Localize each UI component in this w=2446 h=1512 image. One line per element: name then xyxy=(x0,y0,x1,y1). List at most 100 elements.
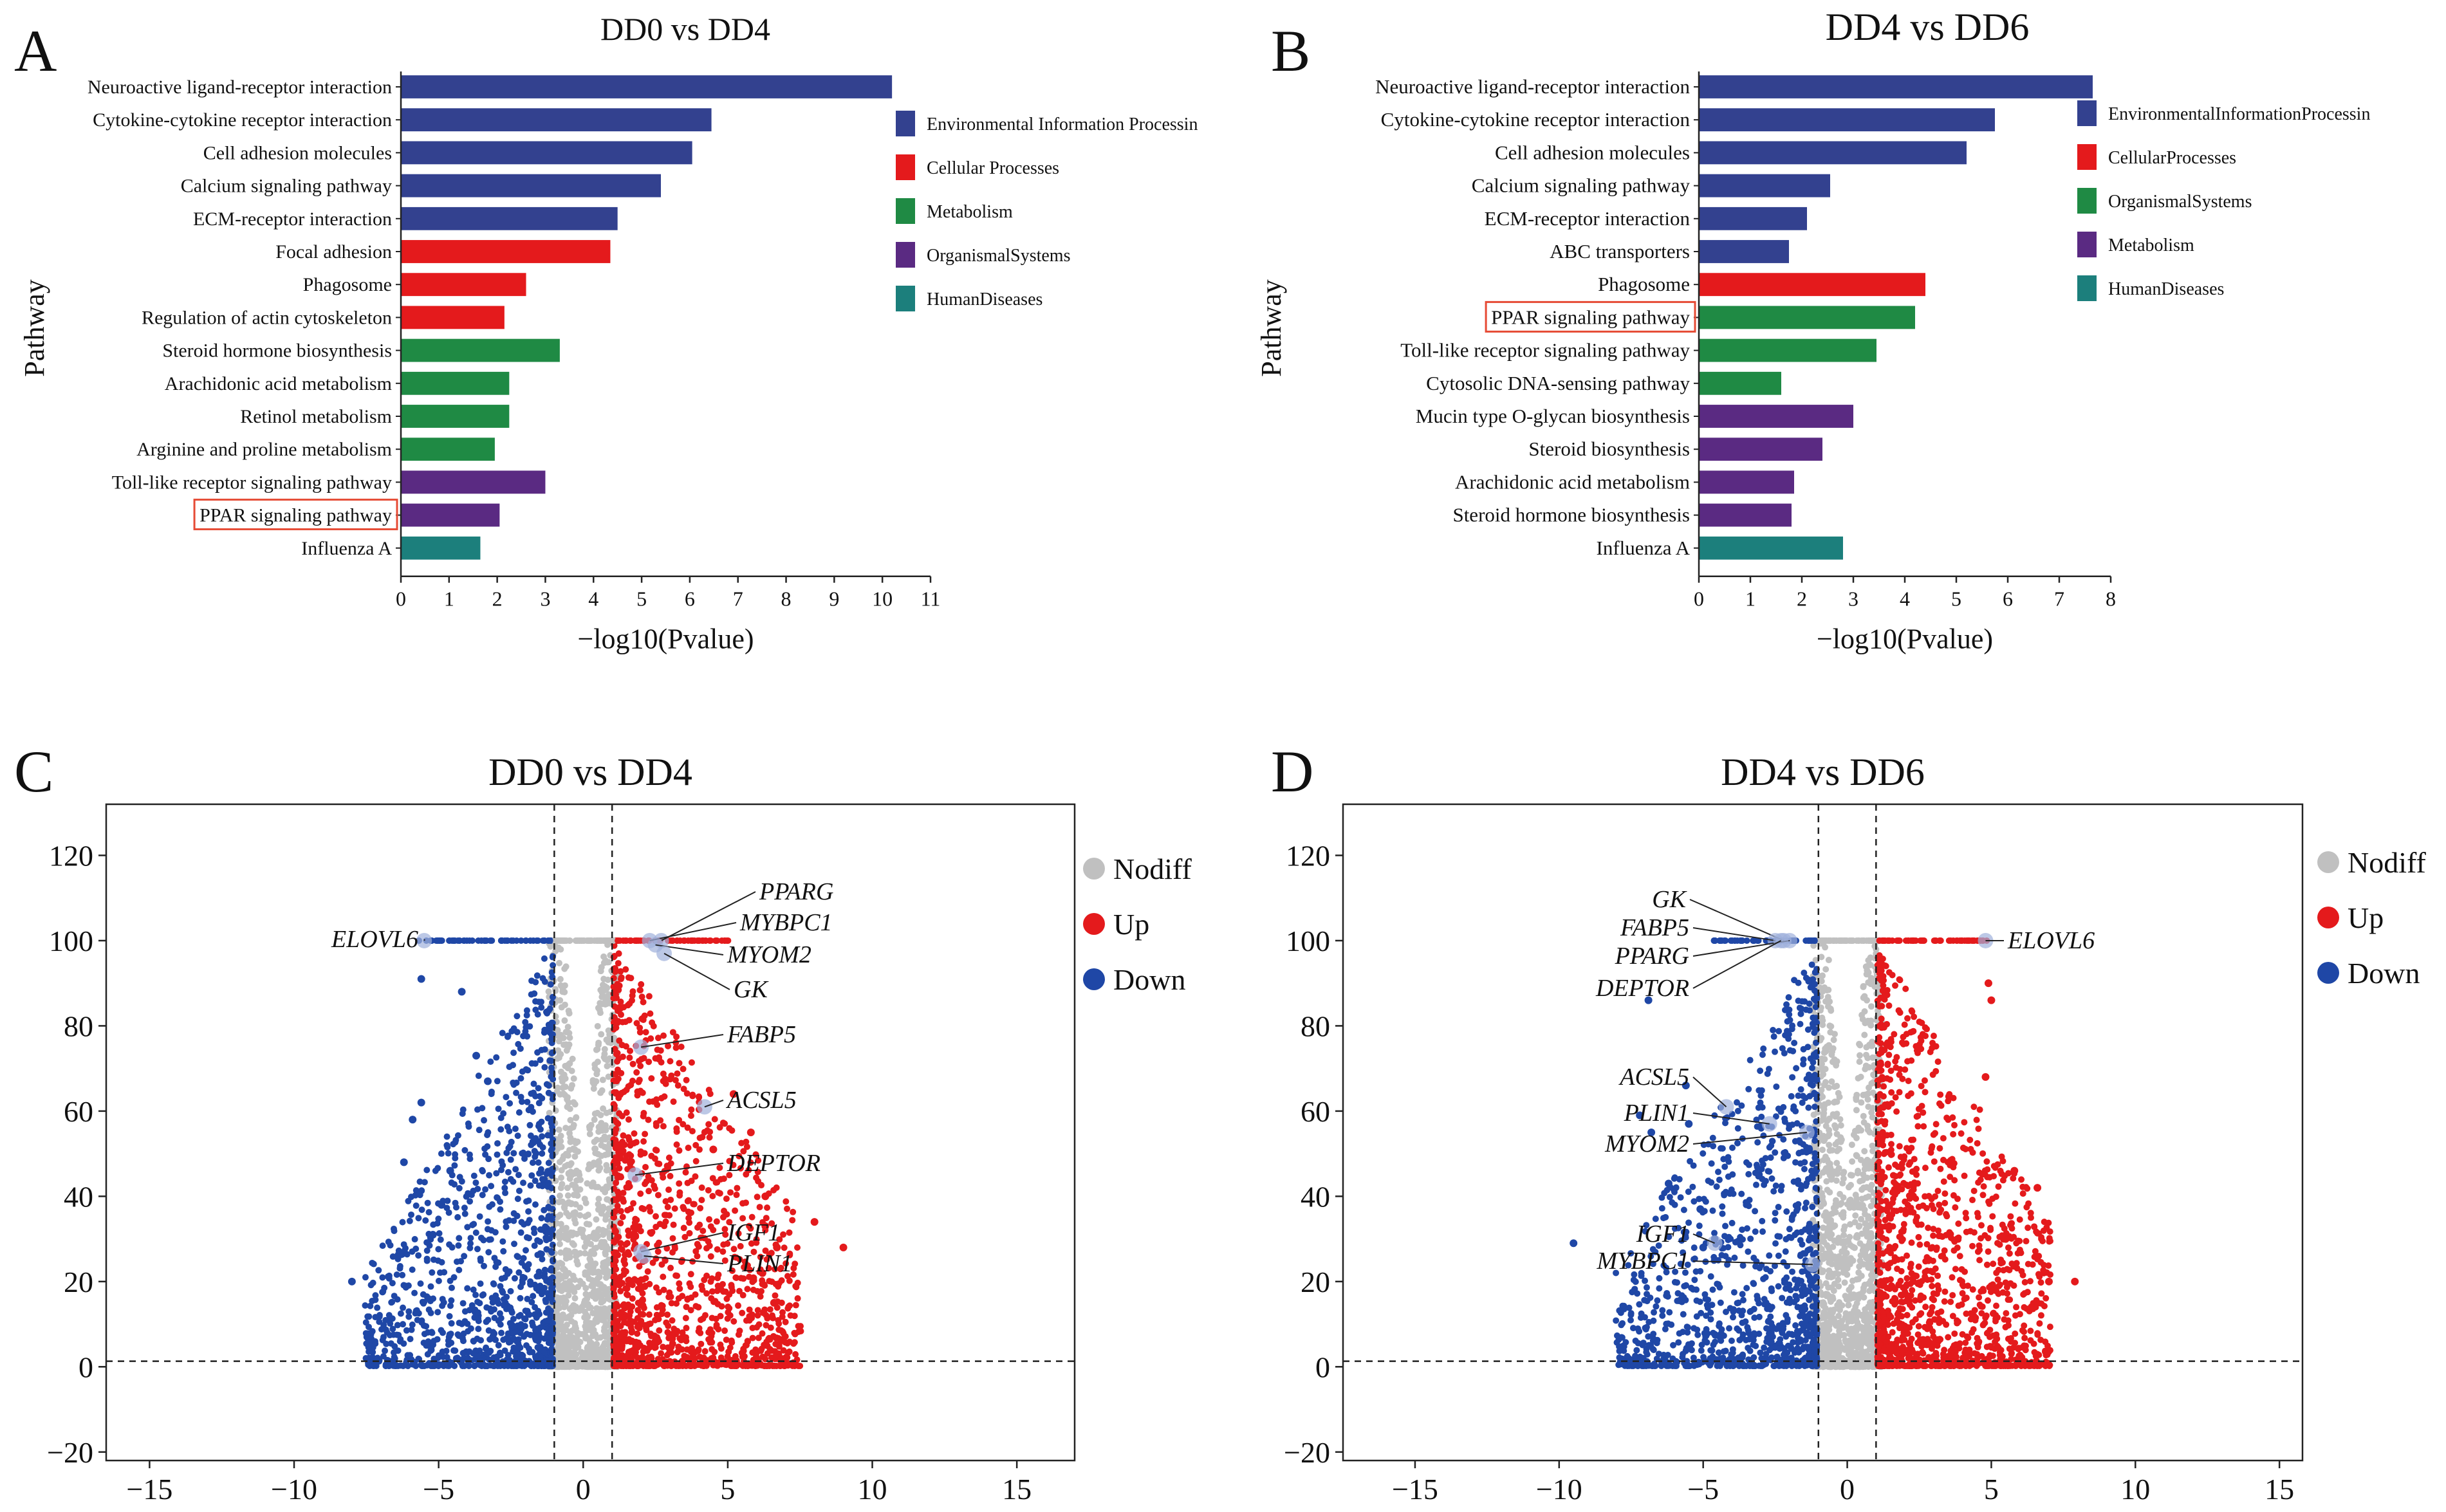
data-point xyxy=(783,1260,790,1267)
data-point xyxy=(461,1210,468,1217)
data-point xyxy=(674,1082,681,1089)
legend-marker xyxy=(1083,968,1105,990)
outlier-point xyxy=(438,1201,446,1209)
data-point xyxy=(481,1117,488,1124)
data-point xyxy=(1847,1172,1854,1179)
data-point xyxy=(524,1150,532,1157)
outlier-point xyxy=(484,1077,492,1085)
data-point xyxy=(613,1126,620,1133)
data-point xyxy=(625,1116,632,1123)
data-point xyxy=(391,1228,398,1235)
data-point xyxy=(721,1257,728,1264)
x-tick-label: 1 xyxy=(444,587,454,611)
data-point xyxy=(601,1133,608,1140)
y-tick-label: 100 xyxy=(49,925,93,957)
data-point xyxy=(474,1106,481,1113)
data-point xyxy=(553,1313,561,1320)
point-cloud xyxy=(347,937,848,1370)
gene-label: ACSL5 xyxy=(725,1087,797,1114)
data-point xyxy=(519,1273,526,1280)
data-point xyxy=(533,972,541,979)
data-point xyxy=(640,1055,647,1062)
data-point xyxy=(547,981,554,988)
category-label: Cytokine-cytokine receptor interaction xyxy=(1381,108,1691,131)
category-label: Cytokine-cytokine receptor interaction xyxy=(93,109,392,131)
data-point xyxy=(424,1199,431,1206)
data-point xyxy=(445,1209,452,1216)
data-point xyxy=(399,1271,406,1278)
x-tick-label: 0 xyxy=(396,587,406,611)
data-point xyxy=(635,1078,642,1085)
data-point xyxy=(481,1362,488,1369)
outlier-point xyxy=(429,1230,437,1239)
data-point xyxy=(405,1308,412,1315)
data-point xyxy=(625,1083,632,1090)
data-point xyxy=(656,1056,663,1063)
data-point xyxy=(505,1032,512,1039)
data-point xyxy=(767,1324,774,1331)
data-point xyxy=(716,1124,723,1131)
data-point xyxy=(558,1273,565,1280)
data-point xyxy=(712,1298,719,1305)
data-point xyxy=(667,1172,674,1179)
data-point xyxy=(570,1304,577,1311)
data-point xyxy=(663,1163,671,1170)
data-point xyxy=(638,1318,645,1325)
data-point xyxy=(612,968,619,975)
data-point xyxy=(606,1176,613,1183)
data-point xyxy=(646,1280,653,1287)
data-point xyxy=(483,1344,490,1351)
data-point xyxy=(673,1362,680,1369)
data-point xyxy=(786,1229,793,1236)
data-point xyxy=(668,1300,675,1307)
data-point xyxy=(636,1263,643,1270)
category-label: Calcium signaling pathway xyxy=(1472,174,1691,197)
data-point xyxy=(780,1231,787,1238)
data-point xyxy=(399,1219,406,1226)
bar xyxy=(1699,141,1967,165)
data-point xyxy=(736,1287,743,1295)
data-point xyxy=(506,1143,514,1150)
data-point xyxy=(643,1327,650,1334)
data-point xyxy=(754,1307,761,1314)
data-point xyxy=(1861,1031,1868,1038)
data-point xyxy=(439,1302,446,1309)
data-point xyxy=(506,1100,514,1107)
data-point xyxy=(588,1183,595,1190)
data-point xyxy=(722,1288,729,1295)
data-point xyxy=(515,1361,523,1369)
data-point xyxy=(535,1273,542,1280)
data-point xyxy=(535,937,542,944)
data-point xyxy=(524,1098,531,1105)
data-point xyxy=(689,937,696,944)
data-point xyxy=(541,1206,548,1213)
data-point xyxy=(754,1194,761,1201)
data-point xyxy=(645,993,653,1000)
data-point xyxy=(524,1033,531,1040)
data-point xyxy=(423,1255,431,1262)
data-point xyxy=(620,1132,627,1139)
data-point xyxy=(570,1075,577,1082)
data-point xyxy=(572,1220,579,1227)
data-point xyxy=(1826,1084,1833,1091)
category-label: Arachidonic acid metabolism xyxy=(1455,470,1690,493)
data-point xyxy=(558,1166,565,1174)
data-point xyxy=(582,1199,589,1206)
data-point xyxy=(666,1212,673,1219)
data-point xyxy=(571,1153,579,1160)
data-point xyxy=(403,1251,411,1258)
data-point xyxy=(461,1147,468,1154)
data-point xyxy=(519,1068,526,1075)
data-point xyxy=(494,1151,501,1158)
data-point xyxy=(498,1329,505,1336)
data-point xyxy=(602,1122,609,1129)
data-point xyxy=(688,1177,695,1185)
data-point xyxy=(654,1248,662,1255)
category-label: Steroid hormone biosynthesis xyxy=(162,340,392,362)
category-label: Toll-like receptor signaling pathway xyxy=(1400,339,1690,362)
data-point xyxy=(611,1260,618,1268)
data-point xyxy=(561,1304,568,1311)
data-point xyxy=(513,1352,520,1360)
data-point xyxy=(470,1350,477,1357)
data-point xyxy=(660,1273,667,1280)
